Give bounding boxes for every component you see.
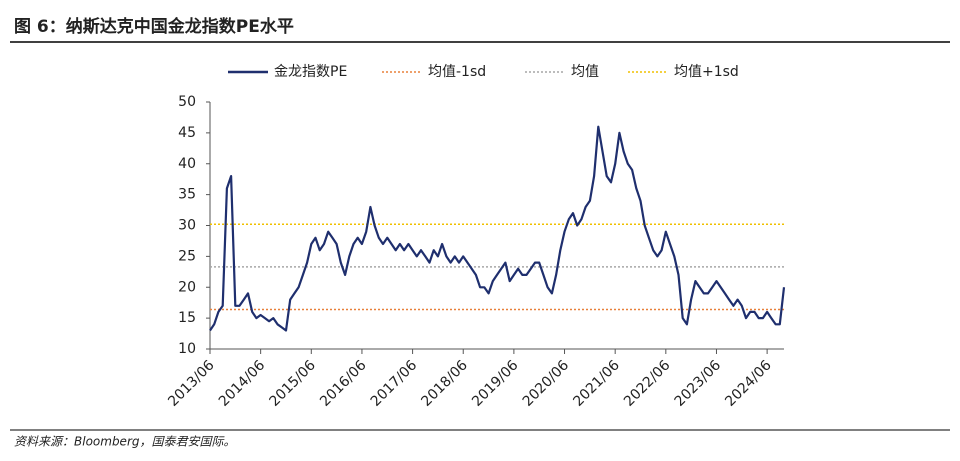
y-tick-label: 10 — [178, 341, 196, 357]
y-tick-label: 20 — [178, 279, 196, 295]
legend-label: 金龙指数PE — [274, 64, 347, 80]
x-tick-label: 2019/06 — [469, 357, 522, 410]
y-tick-label: 50 — [178, 94, 196, 110]
data-line — [209, 125, 786, 332]
x-tick-label: 2018/06 — [418, 357, 471, 410]
x-tick-label: 2021/06 — [570, 357, 623, 410]
y-tick-label: 30 — [178, 218, 196, 234]
x-tick-label: 2013/06 — [165, 357, 218, 410]
legend-label: 均值+1sd — [674, 64, 739, 80]
y-tick-label: 45 — [178, 125, 196, 141]
y-tick-label: 40 — [178, 156, 196, 172]
legend-label: 均值 — [571, 64, 599, 80]
x-tick-label: 2024/06 — [722, 357, 775, 410]
x-tick-label: 2020/06 — [520, 357, 573, 410]
chart-title: 图 6：纳斯达克中国金龙指数PE水平 — [14, 16, 294, 37]
y-tick-label: 15 — [178, 310, 196, 326]
y-tick-label: 25 — [178, 248, 196, 264]
x-tick-label: 2022/06 — [621, 357, 674, 410]
y-tick-label: 35 — [178, 187, 196, 203]
x-tick-label: 2016/06 — [317, 357, 370, 410]
x-tick-label: 2015/06 — [267, 357, 320, 410]
x-tick-label: 2014/06 — [216, 357, 269, 410]
legend-label: 均值-1sd — [428, 64, 486, 80]
source-note: 资料来源：Bloomberg，国泰君安国际。 — [14, 435, 236, 449]
x-tick-label: 2023/06 — [672, 357, 725, 410]
x-tick-label: 2017/06 — [368, 357, 421, 410]
